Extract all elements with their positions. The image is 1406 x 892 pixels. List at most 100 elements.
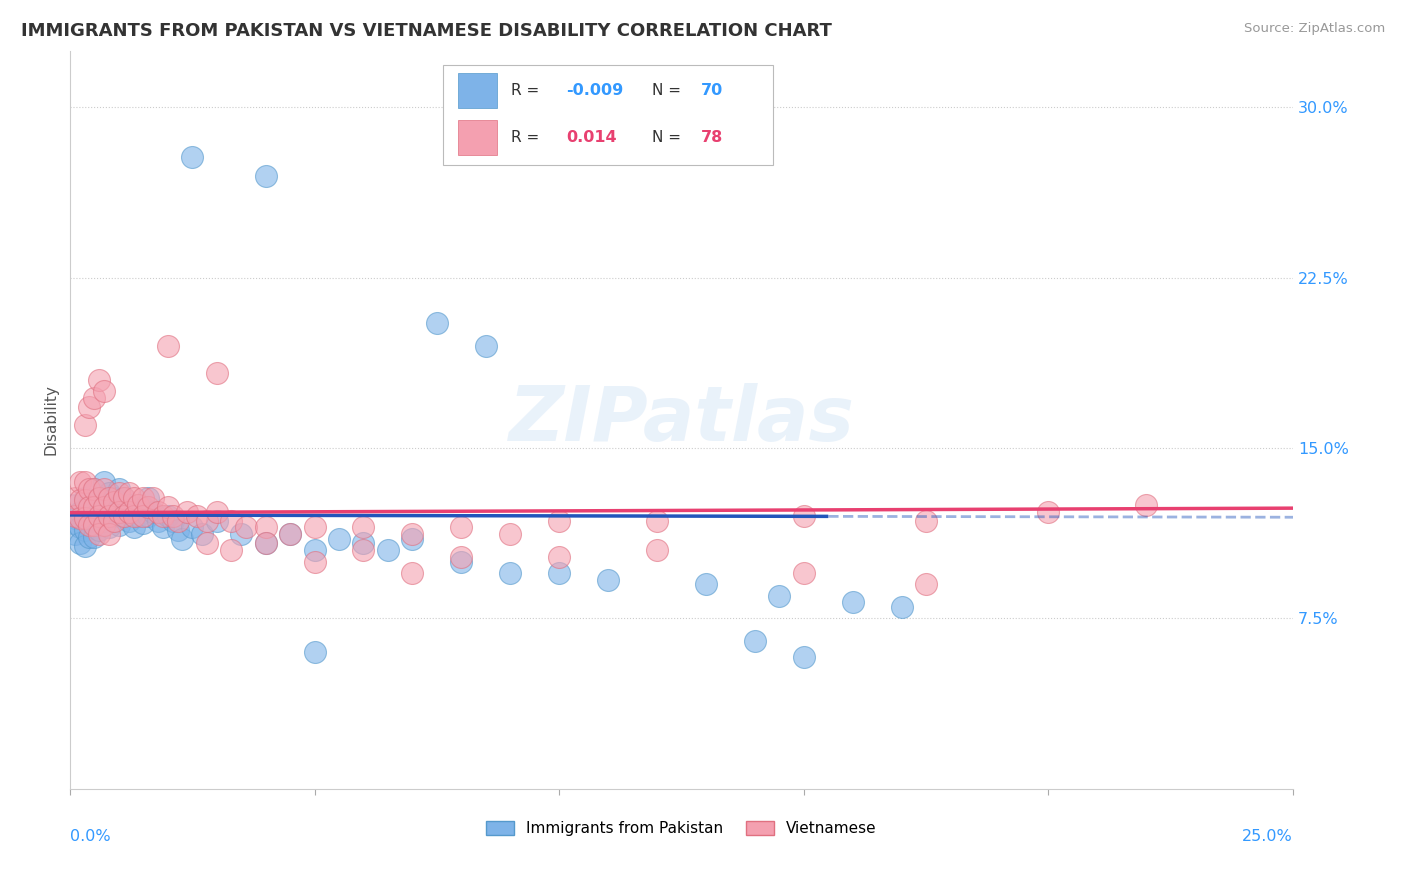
- Point: [401, 527, 423, 541]
- Point: [645, 543, 668, 558]
- Point: [93, 482, 115, 496]
- Point: [132, 516, 155, 530]
- Point: [73, 511, 96, 525]
- Y-axis label: Disability: Disability: [44, 384, 58, 455]
- Point: [426, 316, 449, 330]
- Point: [69, 504, 91, 518]
- Point: [152, 509, 174, 524]
- Point: [122, 509, 145, 524]
- Point: [89, 491, 111, 505]
- Point: [79, 529, 101, 543]
- Point: [254, 536, 277, 550]
- Point: [117, 514, 139, 528]
- FancyBboxPatch shape: [443, 65, 773, 165]
- Point: [69, 520, 91, 534]
- Point: [103, 495, 125, 509]
- Point: [122, 520, 145, 534]
- Text: 70: 70: [702, 83, 723, 98]
- Point: [69, 536, 91, 550]
- Point: [73, 418, 96, 433]
- Point: [79, 498, 101, 512]
- Text: R =: R =: [512, 83, 544, 98]
- Point: [73, 493, 96, 508]
- Point: [146, 514, 169, 528]
- Point: [132, 500, 155, 514]
- Point: [793, 509, 815, 524]
- Point: [89, 373, 111, 387]
- Point: [112, 491, 135, 505]
- Point: [793, 566, 815, 580]
- Point: [89, 509, 111, 524]
- Point: [328, 532, 350, 546]
- Point: [136, 500, 159, 514]
- Point: [63, 527, 86, 541]
- Point: [401, 532, 423, 546]
- Point: [842, 595, 865, 609]
- Point: [304, 645, 326, 659]
- Point: [98, 486, 121, 500]
- Point: [166, 523, 188, 537]
- Point: [278, 527, 301, 541]
- Point: [79, 482, 101, 496]
- Point: [915, 577, 938, 591]
- Point: [93, 498, 115, 512]
- Point: [117, 504, 139, 518]
- Point: [89, 507, 111, 521]
- Point: [73, 475, 96, 489]
- Point: [136, 491, 159, 505]
- Point: [63, 511, 86, 525]
- Point: [79, 514, 101, 528]
- Point: [450, 549, 472, 564]
- Point: [89, 491, 111, 505]
- Point: [108, 518, 131, 533]
- Point: [108, 486, 131, 500]
- Point: [304, 543, 326, 558]
- Point: [195, 536, 218, 550]
- Point: [93, 475, 115, 489]
- Point: [548, 514, 571, 528]
- Point: [83, 529, 105, 543]
- Point: [122, 504, 145, 518]
- Point: [890, 599, 912, 614]
- Point: [793, 649, 815, 664]
- Point: [73, 523, 96, 537]
- Text: -0.009: -0.009: [567, 83, 624, 98]
- Text: ZIPatlas: ZIPatlas: [509, 383, 855, 457]
- Point: [112, 509, 135, 524]
- Point: [79, 518, 101, 533]
- Point: [475, 339, 498, 353]
- Text: 25.0%: 25.0%: [1243, 830, 1294, 844]
- Point: [915, 514, 938, 528]
- Point: [156, 500, 179, 514]
- Point: [152, 520, 174, 534]
- Point: [69, 475, 91, 489]
- Point: [172, 532, 194, 546]
- Point: [83, 514, 105, 528]
- Point: [744, 634, 766, 648]
- Point: [98, 509, 121, 524]
- Text: 0.014: 0.014: [567, 130, 617, 145]
- Legend: Immigrants from Pakistan, Vietnamese: Immigrants from Pakistan, Vietnamese: [486, 822, 876, 836]
- Text: N =: N =: [652, 83, 686, 98]
- Point: [108, 500, 131, 514]
- Point: [235, 520, 257, 534]
- Point: [278, 527, 301, 541]
- Point: [127, 509, 149, 524]
- Point: [645, 514, 668, 528]
- Point: [93, 384, 115, 399]
- Point: [108, 482, 131, 496]
- Point: [83, 498, 105, 512]
- Point: [103, 514, 125, 528]
- Point: [548, 549, 571, 564]
- Point: [136, 509, 159, 524]
- Point: [79, 500, 101, 514]
- Point: [598, 573, 620, 587]
- Point: [156, 339, 179, 353]
- Point: [195, 514, 218, 528]
- Point: [499, 527, 522, 541]
- Point: [254, 520, 277, 534]
- Point: [401, 566, 423, 580]
- Point: [450, 554, 472, 568]
- Point: [117, 498, 139, 512]
- Point: [60, 507, 83, 521]
